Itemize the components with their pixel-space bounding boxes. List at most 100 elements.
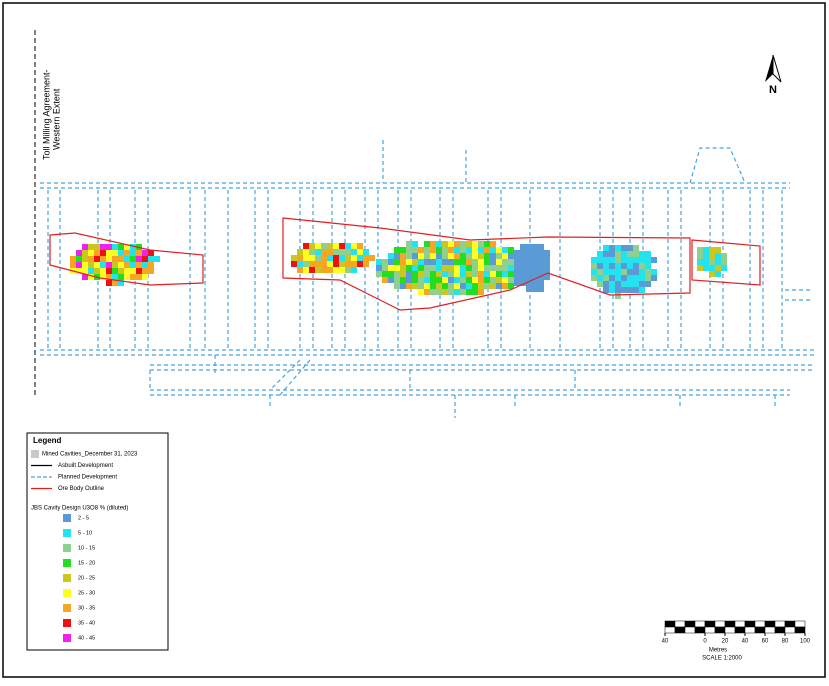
cavity-cell <box>697 265 703 271</box>
cavity-cell <box>484 277 490 283</box>
cavity-cell <box>442 247 448 253</box>
cavity-cell <box>466 283 472 289</box>
cavity-cell <box>526 256 532 262</box>
cavity-cell <box>112 280 118 286</box>
scale-ratio: SCALE 1:2000 <box>702 656 742 662</box>
cavity-cell <box>130 256 136 262</box>
cavity-cell <box>124 262 130 268</box>
cavity-cell <box>603 263 609 269</box>
cavity-cell <box>148 268 154 274</box>
cavity-cell <box>484 265 490 271</box>
cavity-cell <box>436 277 442 283</box>
scale-cell <box>744 620 756 628</box>
cavity-cell <box>460 253 466 259</box>
cavity-cell <box>627 245 633 251</box>
cavity-cell <box>418 277 424 283</box>
cavity-cell <box>645 251 651 257</box>
cavity-cell <box>309 249 315 255</box>
cavity-cell <box>478 241 484 247</box>
cavity-cell <box>639 281 645 287</box>
cavity-cell <box>709 265 715 271</box>
cavity-cell <box>709 253 715 259</box>
scale-cell <box>794 620 806 628</box>
scale-cell <box>694 620 706 628</box>
cavity-cell <box>400 247 406 253</box>
cavity-cell <box>351 255 357 261</box>
cavity-cell <box>454 277 460 283</box>
legend-label: 20 - 25 <box>78 575 95 581</box>
cavity-cell <box>460 259 466 265</box>
cavity-cell <box>627 287 633 293</box>
cavity-cell <box>603 275 609 281</box>
cavity-cell <box>148 262 154 268</box>
cavity-cell <box>112 244 118 250</box>
cavity-cell <box>496 259 502 265</box>
cavity-cell <box>106 268 112 274</box>
scale-cell <box>784 620 796 628</box>
cavity-cell <box>454 289 460 295</box>
scale-cell <box>674 626 686 634</box>
cavity-cell <box>345 243 351 249</box>
legend-subtitle: JBS Cavity Design U3O8 % (diluted) <box>31 506 128 512</box>
cavity-cell <box>327 267 333 273</box>
cavity-cell <box>609 269 615 275</box>
cavity-cell <box>112 268 118 274</box>
cavity-cell <box>339 267 345 273</box>
cavity-cell <box>70 262 76 268</box>
cavity-cell <box>615 281 621 287</box>
cavity-cell <box>615 293 621 299</box>
cavity-cell <box>508 271 514 277</box>
cavity-cell <box>94 262 100 268</box>
cavity-cell <box>715 265 721 271</box>
cavity-cell <box>502 283 508 289</box>
cavity-cell <box>382 271 388 277</box>
cavity-cell <box>88 244 94 250</box>
cavity-cell <box>472 289 478 295</box>
cavity-cell <box>136 268 142 274</box>
cavity-cell <box>112 274 118 280</box>
scale-cell <box>674 620 686 628</box>
legend-label: Ore Body Outline <box>58 486 105 492</box>
cavity-cell <box>142 268 148 274</box>
scale-cell <box>684 620 696 628</box>
scale-cell <box>664 620 676 628</box>
cavity-cell <box>124 256 130 262</box>
cavity-cell <box>315 267 321 273</box>
cavity-cell <box>82 256 88 262</box>
ore-body-outlines <box>49 217 761 311</box>
cavity-cell <box>645 263 651 269</box>
cavity-cell <box>106 262 112 268</box>
cavity-cell <box>333 255 339 261</box>
cavity-cell <box>472 253 478 259</box>
cavity-cell <box>430 277 436 283</box>
cavity-cell <box>526 268 532 274</box>
cavity-cell <box>697 247 703 253</box>
cavity-cell <box>136 274 142 280</box>
cavity-cell <box>448 265 454 271</box>
cavity-cell <box>315 243 321 249</box>
cavity-cell <box>502 277 508 283</box>
cavity-cell <box>721 259 727 265</box>
cavity-cell <box>88 274 94 280</box>
cavity-cell <box>466 271 472 277</box>
cavity-cell <box>430 283 436 289</box>
cavity-cell <box>303 243 309 249</box>
cavity-cell <box>472 271 478 277</box>
cavity-cell <box>345 267 351 273</box>
cavity-cell <box>484 253 490 259</box>
cavity-cell <box>424 259 430 265</box>
cavity-cell <box>621 245 627 251</box>
cavity-cell <box>496 247 502 253</box>
cavity-cell <box>448 241 454 247</box>
scale-cell <box>784 626 796 634</box>
cavity-cell <box>621 257 627 263</box>
cavity-cell <box>291 255 297 261</box>
cavity-cell <box>538 262 544 268</box>
cavity-cell <box>472 283 478 289</box>
cavity-cell <box>502 247 508 253</box>
cavity-cell <box>406 241 412 247</box>
scale-units: Metres <box>709 648 727 654</box>
cavity-cell <box>442 283 448 289</box>
cavity-cell <box>709 271 715 277</box>
cavity-cell <box>442 271 448 277</box>
